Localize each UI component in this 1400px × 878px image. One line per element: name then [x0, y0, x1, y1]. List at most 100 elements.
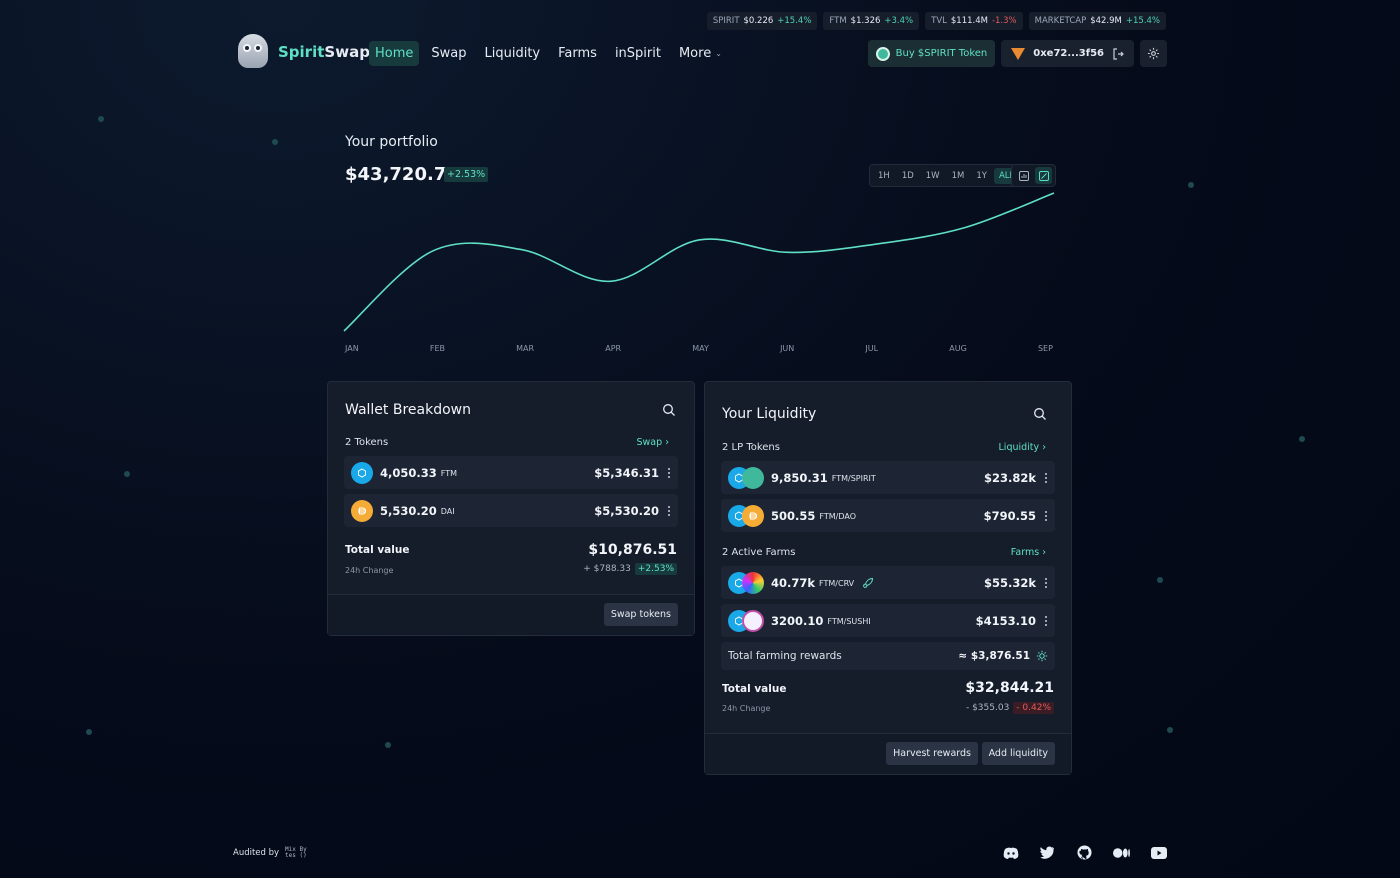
total-value-label: Total value [722, 683, 787, 695]
portfolio-title: Your portfolio [345, 134, 438, 150]
settings-button[interactable] [1140, 40, 1167, 67]
spirit-token-icon [742, 466, 764, 489]
token-count: 2 Tokens [345, 437, 389, 448]
wallet-card-title: Wallet Breakdown [345, 402, 471, 418]
more-options-icon[interactable] [1045, 577, 1048, 588]
x-tick-label: JAN [345, 344, 359, 353]
lp-value: $790.55 [983, 508, 1036, 523]
chart-x-axis: JAN FEB MAR APR MAY JUN JUL AUG SEP [345, 344, 1053, 353]
total-value: $10,876.51 [588, 542, 677, 558]
ftm-token-icon [351, 461, 373, 484]
github-icon[interactable] [1076, 844, 1093, 861]
more-options-icon[interactable] [1045, 615, 1048, 626]
nav-home[interactable]: Home [369, 41, 420, 66]
line-view-button[interactable] [1035, 167, 1052, 184]
change-values: - $355.03 - 0.42% [966, 702, 1054, 714]
sushi-token-icon [742, 609, 764, 632]
rocket-icon [863, 577, 874, 588]
more-options-icon[interactable] [1045, 472, 1048, 483]
x-tick-label: MAY [692, 344, 709, 353]
twitter-icon[interactable] [1039, 844, 1056, 861]
more-options-icon[interactable] [668, 505, 671, 516]
token-row[interactable]: 5,530.20 DAI $5,530.20 [344, 494, 678, 527]
crv-token-icon [742, 571, 764, 594]
more-options-icon[interactable] [1045, 510, 1048, 521]
search-icon[interactable] [1033, 407, 1047, 421]
search-icon[interactable] [662, 403, 676, 417]
change-amount: - $355.03 [965, 703, 1010, 713]
price-ticker: SPIRIT $0.226 +15.4% FTM $1.326 +3.4% TVL $11… [706, 12, 1166, 30]
token-value: $5,346.31 [594, 465, 659, 480]
more-options-icon[interactable] [668, 467, 671, 478]
range-1w[interactable]: 1W [925, 170, 940, 181]
farming-rewards-value: ≈ $3,876.51 [958, 650, 1030, 662]
liquidity-card-title: Your Liquidity [722, 406, 817, 422]
nav-farms[interactable]: Farms [558, 46, 597, 61]
main-nav: Home Swap Liquidity Farms inSpirit More ⌄ [369, 41, 728, 66]
nav-more[interactable]: More ⌄ [673, 41, 728, 66]
buy-spirit-button[interactable]: Buy $SPIRIT Token [867, 40, 996, 67]
farm-pair: FTM/CRV [819, 579, 855, 588]
bg-dot [124, 471, 130, 477]
farm-row[interactable]: 3200.10 FTM/SUSHI $4153.10 [721, 604, 1055, 637]
portfolio-change-badge: +2.53% [444, 167, 489, 182]
social-links [1002, 844, 1167, 861]
swap-link[interactable]: Swap › [637, 437, 670, 448]
lp-amount: 500.55 [771, 508, 816, 523]
range-1y[interactable]: 1Y [976, 170, 987, 181]
harvest-rewards-button[interactable]: Harvest rewards [886, 742, 978, 765]
token-row[interactable]: 4,050.33 FTM $5,346.31 [344, 456, 678, 489]
farm-row[interactable]: 40.77k FTM/CRV $55.32k [721, 566, 1055, 599]
nav-more-label: More [678, 46, 712, 61]
lp-value: $23.82k [983, 470, 1036, 485]
nav-swap[interactable]: Swap [431, 46, 467, 61]
logo[interactable]: SpiritSwap [236, 34, 370, 70]
change-label: 24h Change [345, 566, 394, 575]
portfolio-series-line [343, 192, 1055, 332]
add-liquidity-button[interactable]: Add liquidity [981, 742, 1055, 765]
chevron-down-icon: ⌄ [715, 49, 722, 58]
line-chart-icon [1038, 170, 1049, 181]
wallet-address: 0xe72...3f56 [1033, 48, 1104, 59]
youtube-icon[interactable] [1150, 844, 1167, 861]
nav-inspirit[interactable]: inSpirit [614, 46, 661, 61]
farming-rewards-row: Total farming rewards ≈ $3,876.51 [721, 642, 1055, 670]
range-1m[interactable]: 1M [951, 170, 965, 181]
x-tick-label: FEB [429, 344, 445, 353]
chevron-right-icon: › [1042, 547, 1046, 558]
liquidity-link[interactable]: Liquidity › [999, 442, 1046, 453]
total-value: $32,844.21 [965, 680, 1054, 696]
farm-amount: 40.77k [771, 575, 816, 590]
x-tick-label: APR [605, 344, 622, 353]
swap-tokens-button[interactable]: Swap tokens [603, 603, 678, 626]
bar-view-button[interactable] [1015, 167, 1032, 184]
farm-amount: 3200.10 [771, 613, 824, 628]
portfolio-chart [343, 192, 1055, 332]
lp-row[interactable]: 9,850.31 FTM/SPIRIT $23.82k [721, 461, 1055, 494]
chart-view-toggle [1011, 164, 1056, 187]
total-value-label: Total value [345, 544, 410, 556]
dai-token-icon [351, 499, 373, 522]
wallet-button[interactable]: 0xe72...3f56 [1001, 40, 1134, 67]
bg-dot [1188, 182, 1194, 188]
medium-icon[interactable] [1113, 844, 1130, 861]
change-percent: +2.53% [634, 563, 677, 575]
metamask-icon [1011, 47, 1026, 60]
discord-icon[interactable] [1002, 844, 1019, 861]
logout-icon[interactable] [1112, 47, 1124, 60]
ticker-spirit: SPIRIT $0.226 +15.4% [706, 12, 818, 30]
bg-dot [1157, 577, 1163, 583]
header-actions: Buy $SPIRIT Token 0xe72...3f56 [867, 40, 1167, 67]
active-farms-count: 2 Active Farms [722, 547, 796, 558]
x-tick-label: MAR [516, 344, 535, 353]
audit-badge[interactable]: Audited by Mix Bytes () [233, 847, 307, 859]
range-1h[interactable]: 1H [878, 170, 890, 181]
lp-row[interactable]: 500.55 FTM/DAO $790.55 [721, 499, 1055, 532]
token-symbol: DAI [440, 507, 455, 516]
farms-link[interactable]: Farms › [1011, 547, 1046, 558]
range-1d[interactable]: 1D [901, 170, 914, 181]
bg-dot [272, 139, 278, 145]
nav-liquidity[interactable]: Liquidity [484, 46, 541, 61]
token-symbol: FTM [440, 469, 457, 478]
x-tick-label: AUG [949, 344, 967, 353]
